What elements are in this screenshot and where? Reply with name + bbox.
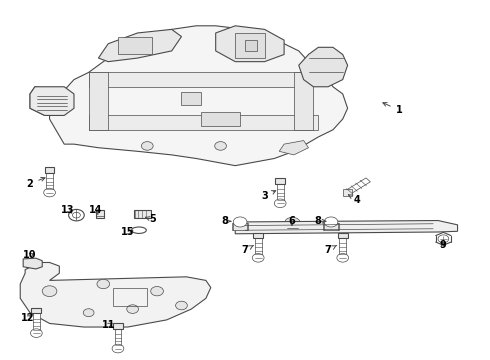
Bar: [343, 189, 352, 196]
Bar: [33, 314, 40, 333]
Polygon shape: [98, 30, 181, 62]
Text: 7: 7: [325, 245, 337, 255]
Polygon shape: [294, 72, 314, 130]
Text: 8: 8: [221, 216, 231, 226]
Polygon shape: [216, 26, 284, 62]
Polygon shape: [345, 178, 370, 194]
Circle shape: [274, 199, 286, 208]
Polygon shape: [20, 262, 211, 327]
Circle shape: [438, 235, 449, 243]
Text: 10: 10: [23, 250, 37, 260]
Text: 1: 1: [383, 103, 402, 115]
Polygon shape: [89, 116, 318, 130]
Bar: [46, 173, 53, 193]
Polygon shape: [89, 72, 304, 87]
Circle shape: [44, 188, 55, 197]
Circle shape: [337, 253, 348, 262]
Circle shape: [175, 301, 187, 310]
Circle shape: [30, 329, 42, 337]
Text: 13: 13: [61, 206, 75, 216]
Bar: [118, 37, 152, 54]
Bar: [338, 233, 347, 238]
Polygon shape: [23, 258, 42, 269]
Circle shape: [83, 309, 94, 317]
Text: 9: 9: [440, 240, 446, 250]
Text: 3: 3: [261, 191, 276, 201]
Circle shape: [324, 217, 338, 227]
Circle shape: [69, 210, 84, 221]
Circle shape: [252, 253, 264, 262]
Bar: [97, 210, 104, 218]
Circle shape: [73, 212, 80, 218]
Bar: [113, 323, 123, 329]
Bar: [253, 233, 263, 238]
Polygon shape: [235, 221, 458, 234]
Circle shape: [215, 141, 226, 150]
Text: 5: 5: [146, 215, 155, 224]
Bar: [277, 184, 284, 203]
Bar: [113, 288, 147, 306]
Bar: [289, 223, 296, 228]
Circle shape: [97, 279, 110, 289]
Polygon shape: [89, 72, 108, 130]
Circle shape: [112, 344, 124, 353]
Bar: [31, 308, 41, 314]
Polygon shape: [279, 140, 309, 155]
Circle shape: [151, 287, 163, 296]
Bar: [339, 238, 346, 258]
Bar: [275, 178, 285, 184]
Bar: [232, 223, 248, 230]
Text: 8: 8: [315, 216, 326, 226]
Text: 14: 14: [89, 206, 103, 216]
Bar: [181, 92, 201, 105]
Text: 4: 4: [348, 195, 361, 205]
Polygon shape: [299, 47, 347, 87]
Bar: [255, 238, 262, 258]
Circle shape: [233, 217, 247, 227]
Bar: [115, 329, 122, 348]
Circle shape: [285, 217, 300, 229]
Bar: [201, 112, 240, 126]
Text: 7: 7: [242, 245, 254, 255]
Bar: [245, 40, 257, 51]
Text: 11: 11: [101, 320, 115, 330]
Polygon shape: [30, 87, 74, 116]
Circle shape: [142, 141, 153, 150]
Ellipse shape: [132, 227, 147, 233]
Bar: [134, 210, 151, 219]
Bar: [323, 223, 339, 230]
Circle shape: [42, 286, 57, 297]
Bar: [45, 167, 54, 173]
Text: 15: 15: [121, 227, 134, 237]
Polygon shape: [30, 26, 347, 166]
Text: 12: 12: [21, 313, 34, 323]
Text: 6: 6: [289, 216, 295, 226]
Circle shape: [127, 305, 139, 314]
Bar: [235, 33, 265, 58]
Text: 2: 2: [26, 177, 45, 189]
